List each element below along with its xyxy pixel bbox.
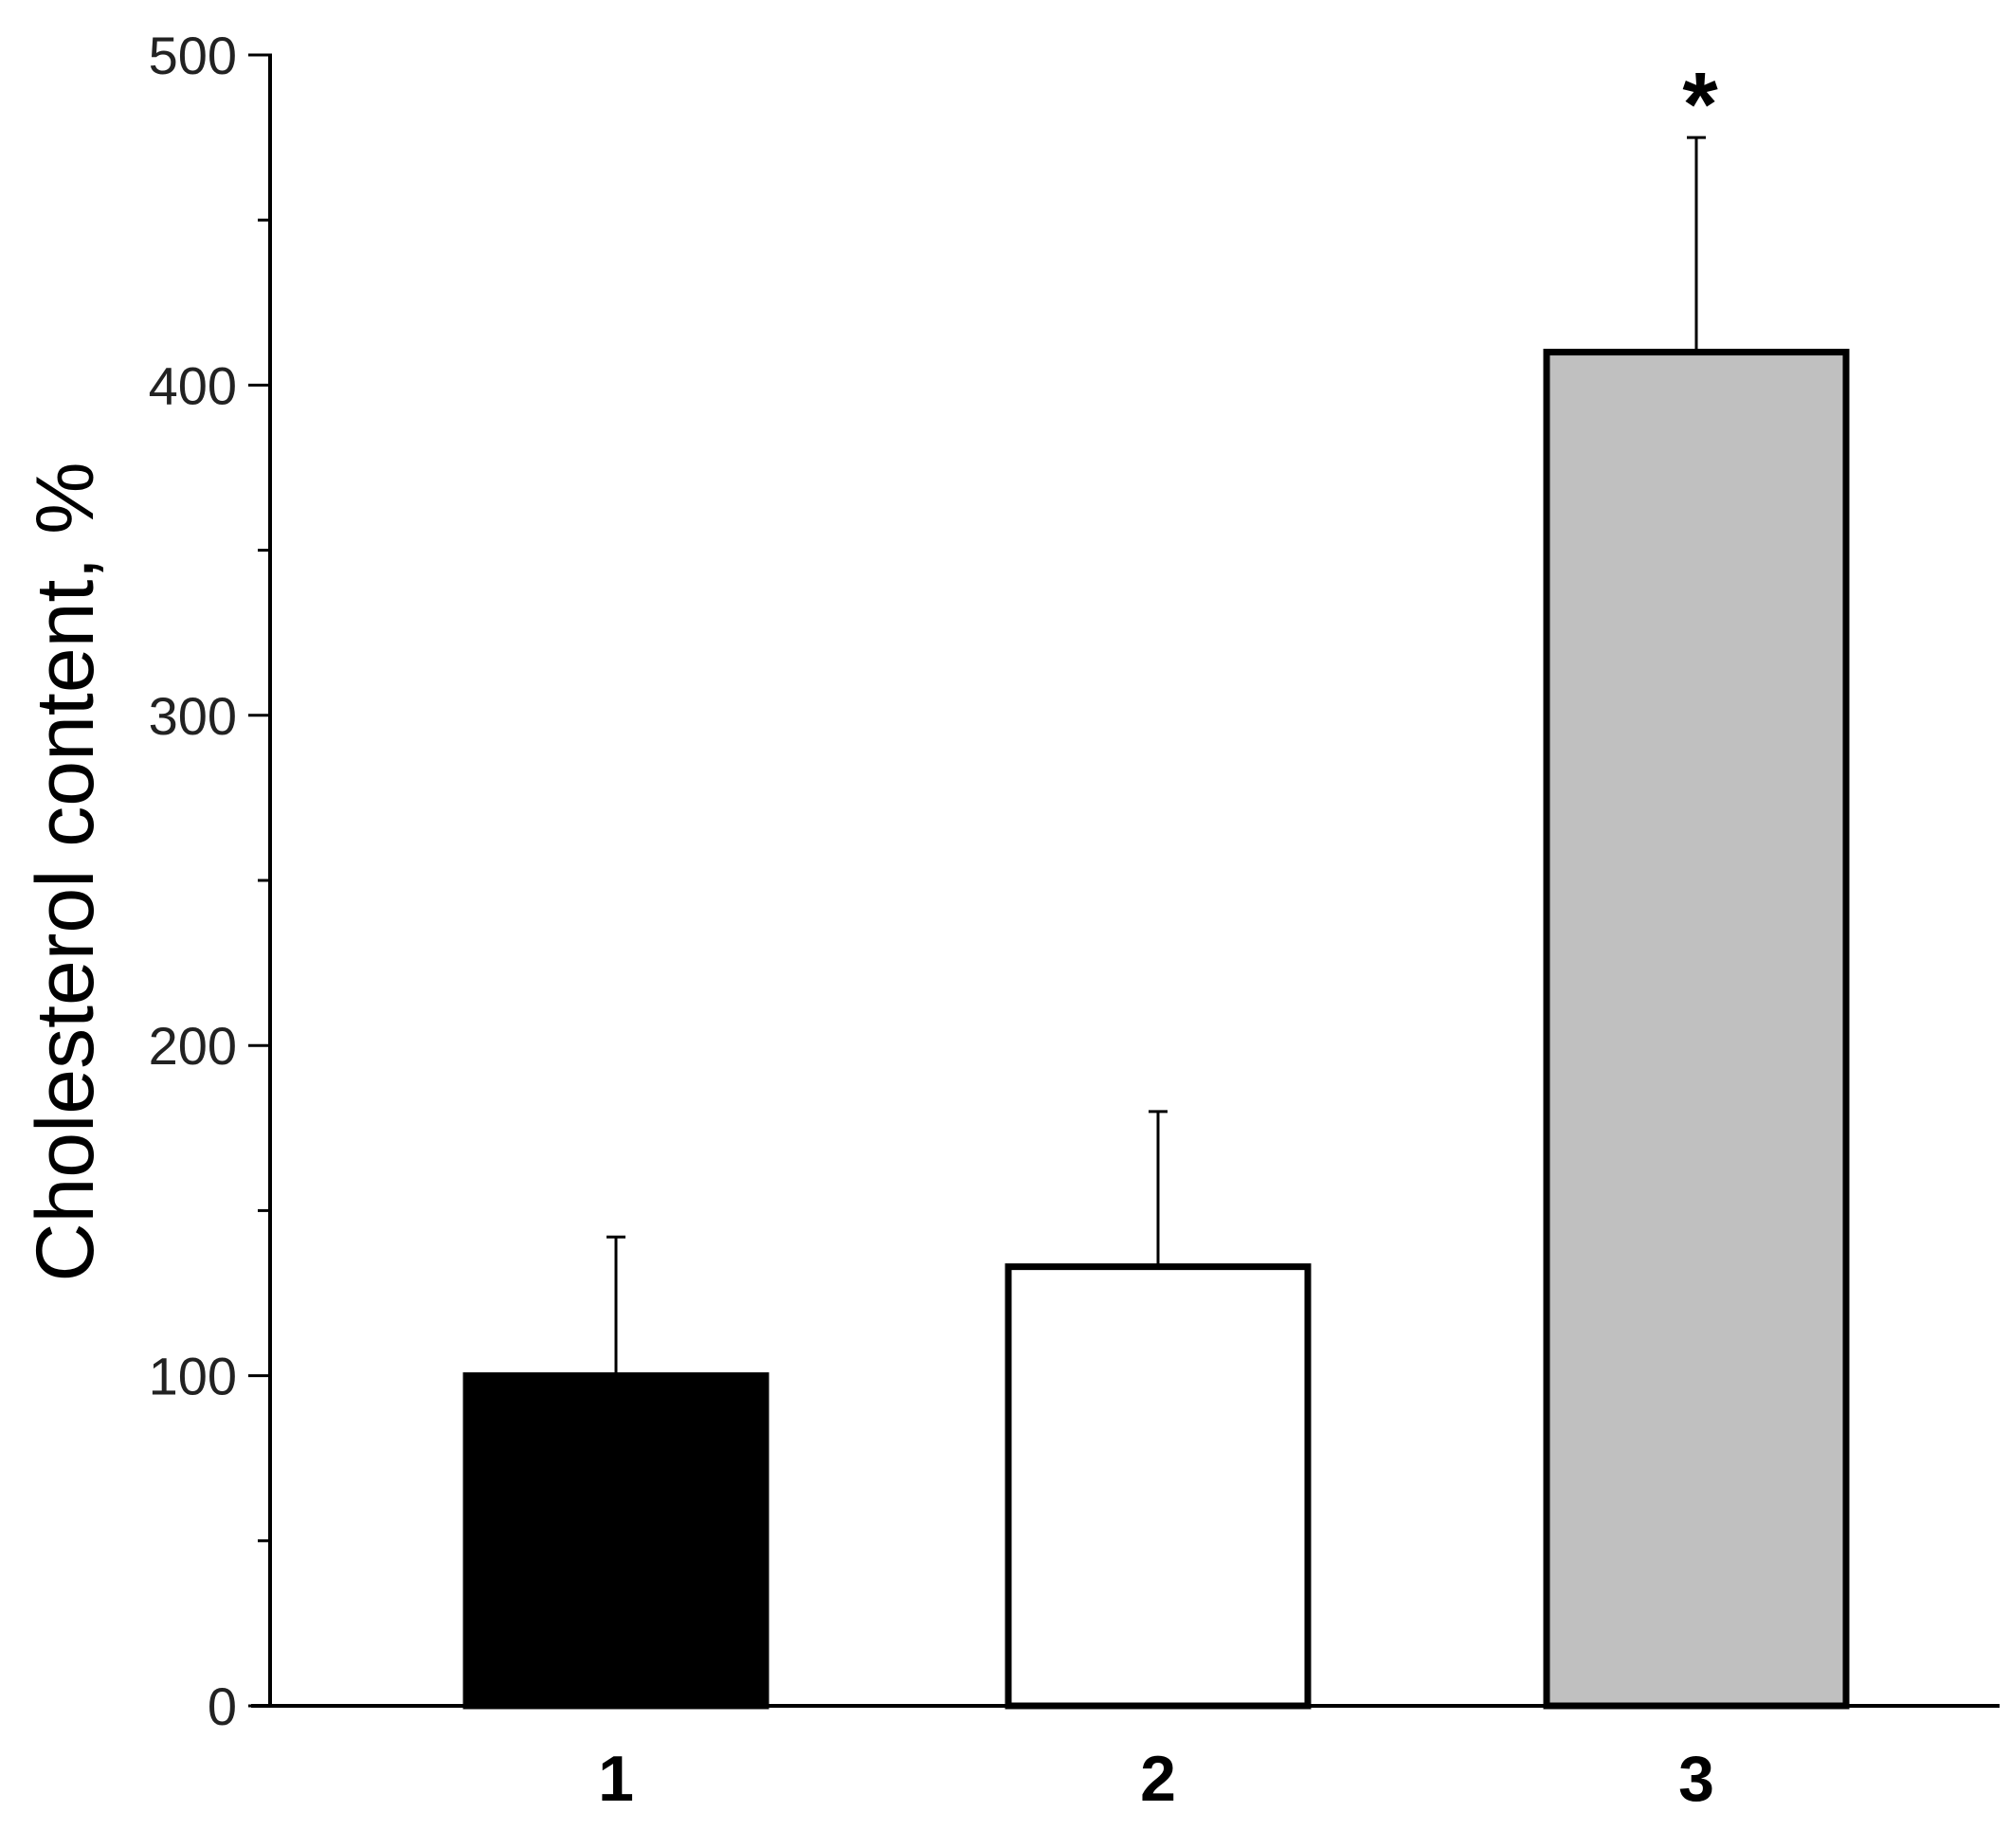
y-tick-label-500: 500 <box>149 26 237 85</box>
y-axis-label: Cholesterol content, % <box>20 462 111 1281</box>
y-ticks-layer: 0 100 200 300 400 500 <box>149 26 272 1736</box>
x-category-label-3: 3 <box>1678 1743 1714 1815</box>
bar-1 <box>462 1372 770 1710</box>
x-category-label-2: 2 <box>1140 1743 1176 1815</box>
y-tick-label-200: 200 <box>149 1016 237 1076</box>
bar-3 <box>1543 349 1850 1710</box>
x-category-labels: 1 2 3 <box>598 1743 1714 1815</box>
y-tick-label-100: 100 <box>149 1347 237 1406</box>
x-category-label-1: 1 <box>598 1743 634 1815</box>
annotations-layer: * <box>1682 54 1718 155</box>
y-tick-label-400: 400 <box>149 355 237 415</box>
error-bars-layer <box>607 136 1706 1376</box>
y-tick-label-300: 300 <box>149 686 237 746</box>
significance-marker-3: * <box>1682 54 1718 155</box>
bars-layer <box>462 349 1850 1710</box>
y-tick-label-0: 0 <box>208 1676 237 1736</box>
bar-2 <box>1005 1263 1312 1710</box>
